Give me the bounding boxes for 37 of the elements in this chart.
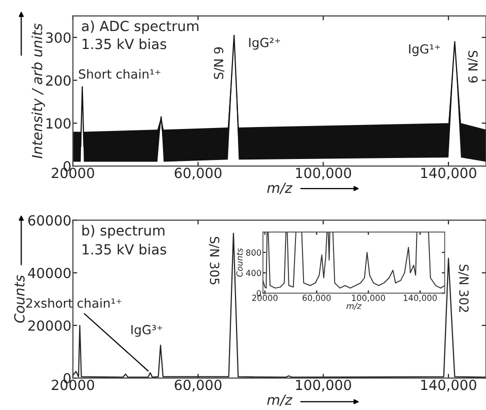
x-axis-title: m/z (267, 182, 292, 194)
x-tick-label: 60,000 (174, 168, 222, 180)
y-axis-title: Intensity / arb units (32, 24, 45, 158)
annotation: IgG²⁺ (249, 38, 280, 50)
annotation: Short chain¹⁺ (78, 69, 160, 79)
annotation: 1.35 kV bias (82, 38, 166, 50)
y-tick-label: 400 (246, 270, 261, 276)
y-axis-title: Counts (14, 275, 25, 323)
x-tick-label: 60,000 (174, 380, 222, 392)
y-tick-label: 200 (46, 75, 71, 86)
annotation: S/N 305 (208, 236, 220, 284)
x-tick-label: 140,000 (421, 380, 476, 392)
x-tick-label: 140,000 (404, 294, 437, 302)
x-tick-label: 20000 (252, 294, 278, 301)
annotation: S/N 302 (458, 264, 469, 312)
y-tick-label: 20000 (28, 320, 71, 331)
annotation: S/N 9 (214, 47, 224, 79)
annotation: a) ADC spectrum (82, 20, 198, 34)
annotation: IgG¹⁺ (409, 44, 440, 56)
y-tick-label: 300 (46, 32, 71, 43)
y-axis-title: Counts (236, 248, 243, 277)
annotation: IgG³⁺ (131, 324, 162, 337)
x-axis-title: m/z (267, 394, 292, 406)
annotation: b) spectrum (82, 224, 164, 238)
annotation: 2xshort chain¹⁺ (26, 298, 122, 308)
annotation: 1.35 kV bias (82, 244, 166, 255)
annotation: S/N 9 (467, 50, 478, 83)
x-axis-title: m/z (346, 302, 362, 310)
y-tick-label: 100 (46, 118, 71, 129)
x-tick-label: 100,000 (296, 380, 352, 392)
x-tick-label: 140,000 (421, 168, 476, 180)
x-tick-label: 60,000 (302, 294, 331, 302)
y-tick-label: 40000 (28, 268, 71, 278)
x-tick-label: 100,000 (296, 168, 352, 180)
y-tick-label: 60000 (28, 215, 71, 226)
y-tick-label: 800 (246, 249, 261, 256)
x-tick-label: 100,000 (352, 294, 386, 302)
